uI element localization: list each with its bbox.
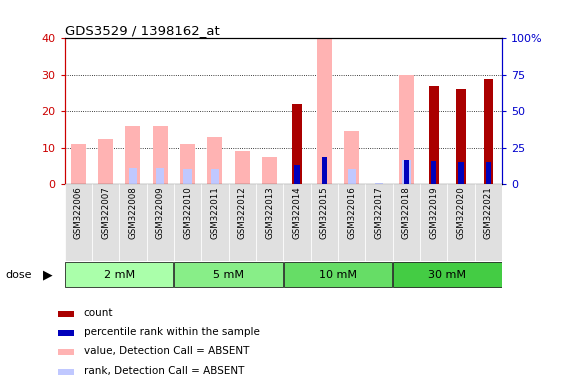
Bar [262,157,277,184]
Text: value, Detection Call = ABSENT: value, Detection Call = ABSENT [84,346,249,356]
FancyBboxPatch shape [311,184,338,261]
Bar [456,89,466,184]
FancyBboxPatch shape [229,184,256,261]
Bar [321,157,327,184]
Text: 2 mM: 2 mM [104,270,135,280]
Bar [58,369,74,375]
Text: GSM322018: GSM322018 [402,187,411,239]
Bar [431,161,436,184]
Text: percentile rank within the sample: percentile rank within the sample [84,327,259,337]
Bar [234,152,250,184]
Bar [348,169,356,184]
Bar [58,330,74,336]
Bar [458,162,464,184]
Bar [183,169,192,184]
Bar [429,86,439,184]
Text: 10 mM: 10 mM [319,270,357,280]
Bar [403,159,409,184]
FancyBboxPatch shape [475,184,502,261]
Bar [344,131,359,184]
Bar [211,169,219,184]
FancyBboxPatch shape [174,184,201,261]
FancyBboxPatch shape [393,184,420,261]
FancyBboxPatch shape [365,184,393,261]
Text: GSM322016: GSM322016 [347,187,356,239]
Bar [129,168,137,184]
Text: GSM322017: GSM322017 [375,187,384,239]
Text: GSM322013: GSM322013 [265,187,274,239]
Text: GSM322009: GSM322009 [156,187,165,239]
Bar [292,104,302,184]
FancyBboxPatch shape [146,184,174,261]
Bar [402,160,411,184]
Text: GSM322012: GSM322012 [238,187,247,239]
Bar [294,166,300,184]
FancyBboxPatch shape [448,184,475,261]
Bar [98,139,113,184]
Text: GSM322011: GSM322011 [210,187,219,239]
FancyBboxPatch shape [201,184,229,261]
Bar [58,311,74,317]
FancyBboxPatch shape [65,184,92,261]
FancyBboxPatch shape [283,184,311,261]
Text: GSM322021: GSM322021 [484,187,493,239]
FancyBboxPatch shape [393,263,502,286]
FancyBboxPatch shape [119,184,146,261]
Text: dose: dose [6,270,32,280]
Bar [486,162,491,184]
FancyBboxPatch shape [420,184,448,261]
Text: GSM322008: GSM322008 [128,187,137,239]
FancyBboxPatch shape [338,184,365,261]
FancyBboxPatch shape [92,184,119,261]
Text: GSM322006: GSM322006 [73,187,82,239]
Bar [317,38,332,184]
Text: GSM322010: GSM322010 [183,187,192,239]
Bar [125,126,140,184]
Text: GSM322014: GSM322014 [292,187,301,239]
Text: 5 mM: 5 mM [213,270,244,280]
Bar [58,349,74,356]
Bar [375,183,383,184]
Bar [399,75,414,184]
Text: GSM322015: GSM322015 [320,187,329,239]
FancyBboxPatch shape [65,263,173,286]
Text: rank, Detection Call = ABSENT: rank, Detection Call = ABSENT [84,366,244,376]
Text: count: count [84,308,113,318]
Text: GSM322019: GSM322019 [429,187,438,239]
Text: GSM322007: GSM322007 [101,187,110,239]
Text: GDS3529 / 1398162_at: GDS3529 / 1398162_at [65,24,219,37]
FancyBboxPatch shape [284,263,392,286]
Bar [156,168,164,184]
Text: 30 mM: 30 mM [429,270,466,280]
Text: GSM322020: GSM322020 [457,187,466,239]
Bar [153,126,168,184]
Bar [208,137,223,184]
Text: ▶: ▶ [43,268,53,281]
FancyBboxPatch shape [174,263,283,286]
Bar [71,144,86,184]
Bar [180,144,195,184]
FancyBboxPatch shape [256,184,283,261]
Bar [484,78,493,184]
